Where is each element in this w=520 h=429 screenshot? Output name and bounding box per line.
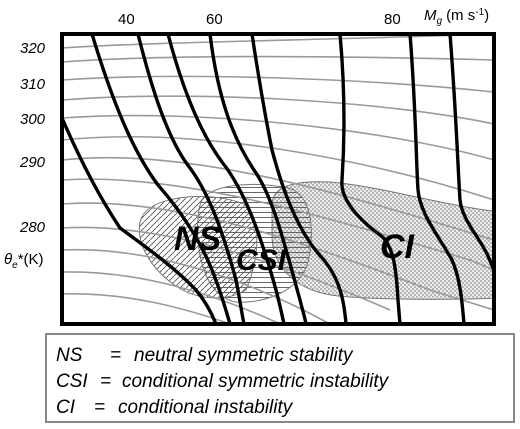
- legend-eq-csi: =: [100, 371, 111, 392]
- top-axis-label: Mg (m s-1): [424, 7, 489, 27]
- momentum-contours: [62, 34, 494, 324]
- top-tick-80: 80: [384, 11, 401, 28]
- legend: NS = neutral symmetric stability CSI = c…: [45, 333, 515, 423]
- legend-box: [45, 333, 515, 423]
- legend-eq-ns: =: [110, 345, 121, 366]
- left-tick-320: 320: [20, 40, 46, 57]
- top-tick-40: 40: [118, 11, 135, 28]
- legend-desc-csi: conditional symmetric instability: [122, 371, 390, 392]
- legend-eq-ci: =: [94, 397, 105, 418]
- legend-abbr-ns: NS: [56, 345, 83, 366]
- legend-abbr-csi: CSI: [56, 371, 88, 392]
- plot-area: NS CSI CI: [62, 34, 494, 324]
- left-tick-290: 290: [19, 154, 46, 171]
- left-tick-310: 310: [20, 76, 46, 93]
- legend-desc-ns: neutral symmetric stability: [134, 345, 354, 366]
- legend-item-ns: NS = neutral symmetric stability: [56, 345, 354, 366]
- csi-label: CSI: [236, 244, 287, 277]
- top-tick-60: 60: [206, 11, 223, 28]
- legend-item-ci: CI = conditional instability: [56, 397, 294, 418]
- legend-desc-ci: conditional instability: [118, 397, 294, 418]
- left-tick-300: 300: [20, 111, 46, 128]
- legend-abbr-ci: CI: [56, 397, 76, 418]
- ci-region: [271, 181, 494, 300]
- top-axis: 40 60 80 Mg (m s-1): [118, 7, 489, 28]
- left-axis: 320 310 300 290 280 θe*(K): [4, 40, 46, 271]
- legend-item-csi: CSI = conditional symmetric instability: [56, 371, 390, 392]
- plot-frame: [60, 32, 496, 326]
- left-tick-280: 280: [19, 219, 46, 236]
- theta-contours: [62, 34, 494, 324]
- ci-label: CI: [380, 228, 416, 266]
- left-axis-label: θe*(K): [4, 251, 44, 271]
- ns-label: NS: [174, 220, 222, 258]
